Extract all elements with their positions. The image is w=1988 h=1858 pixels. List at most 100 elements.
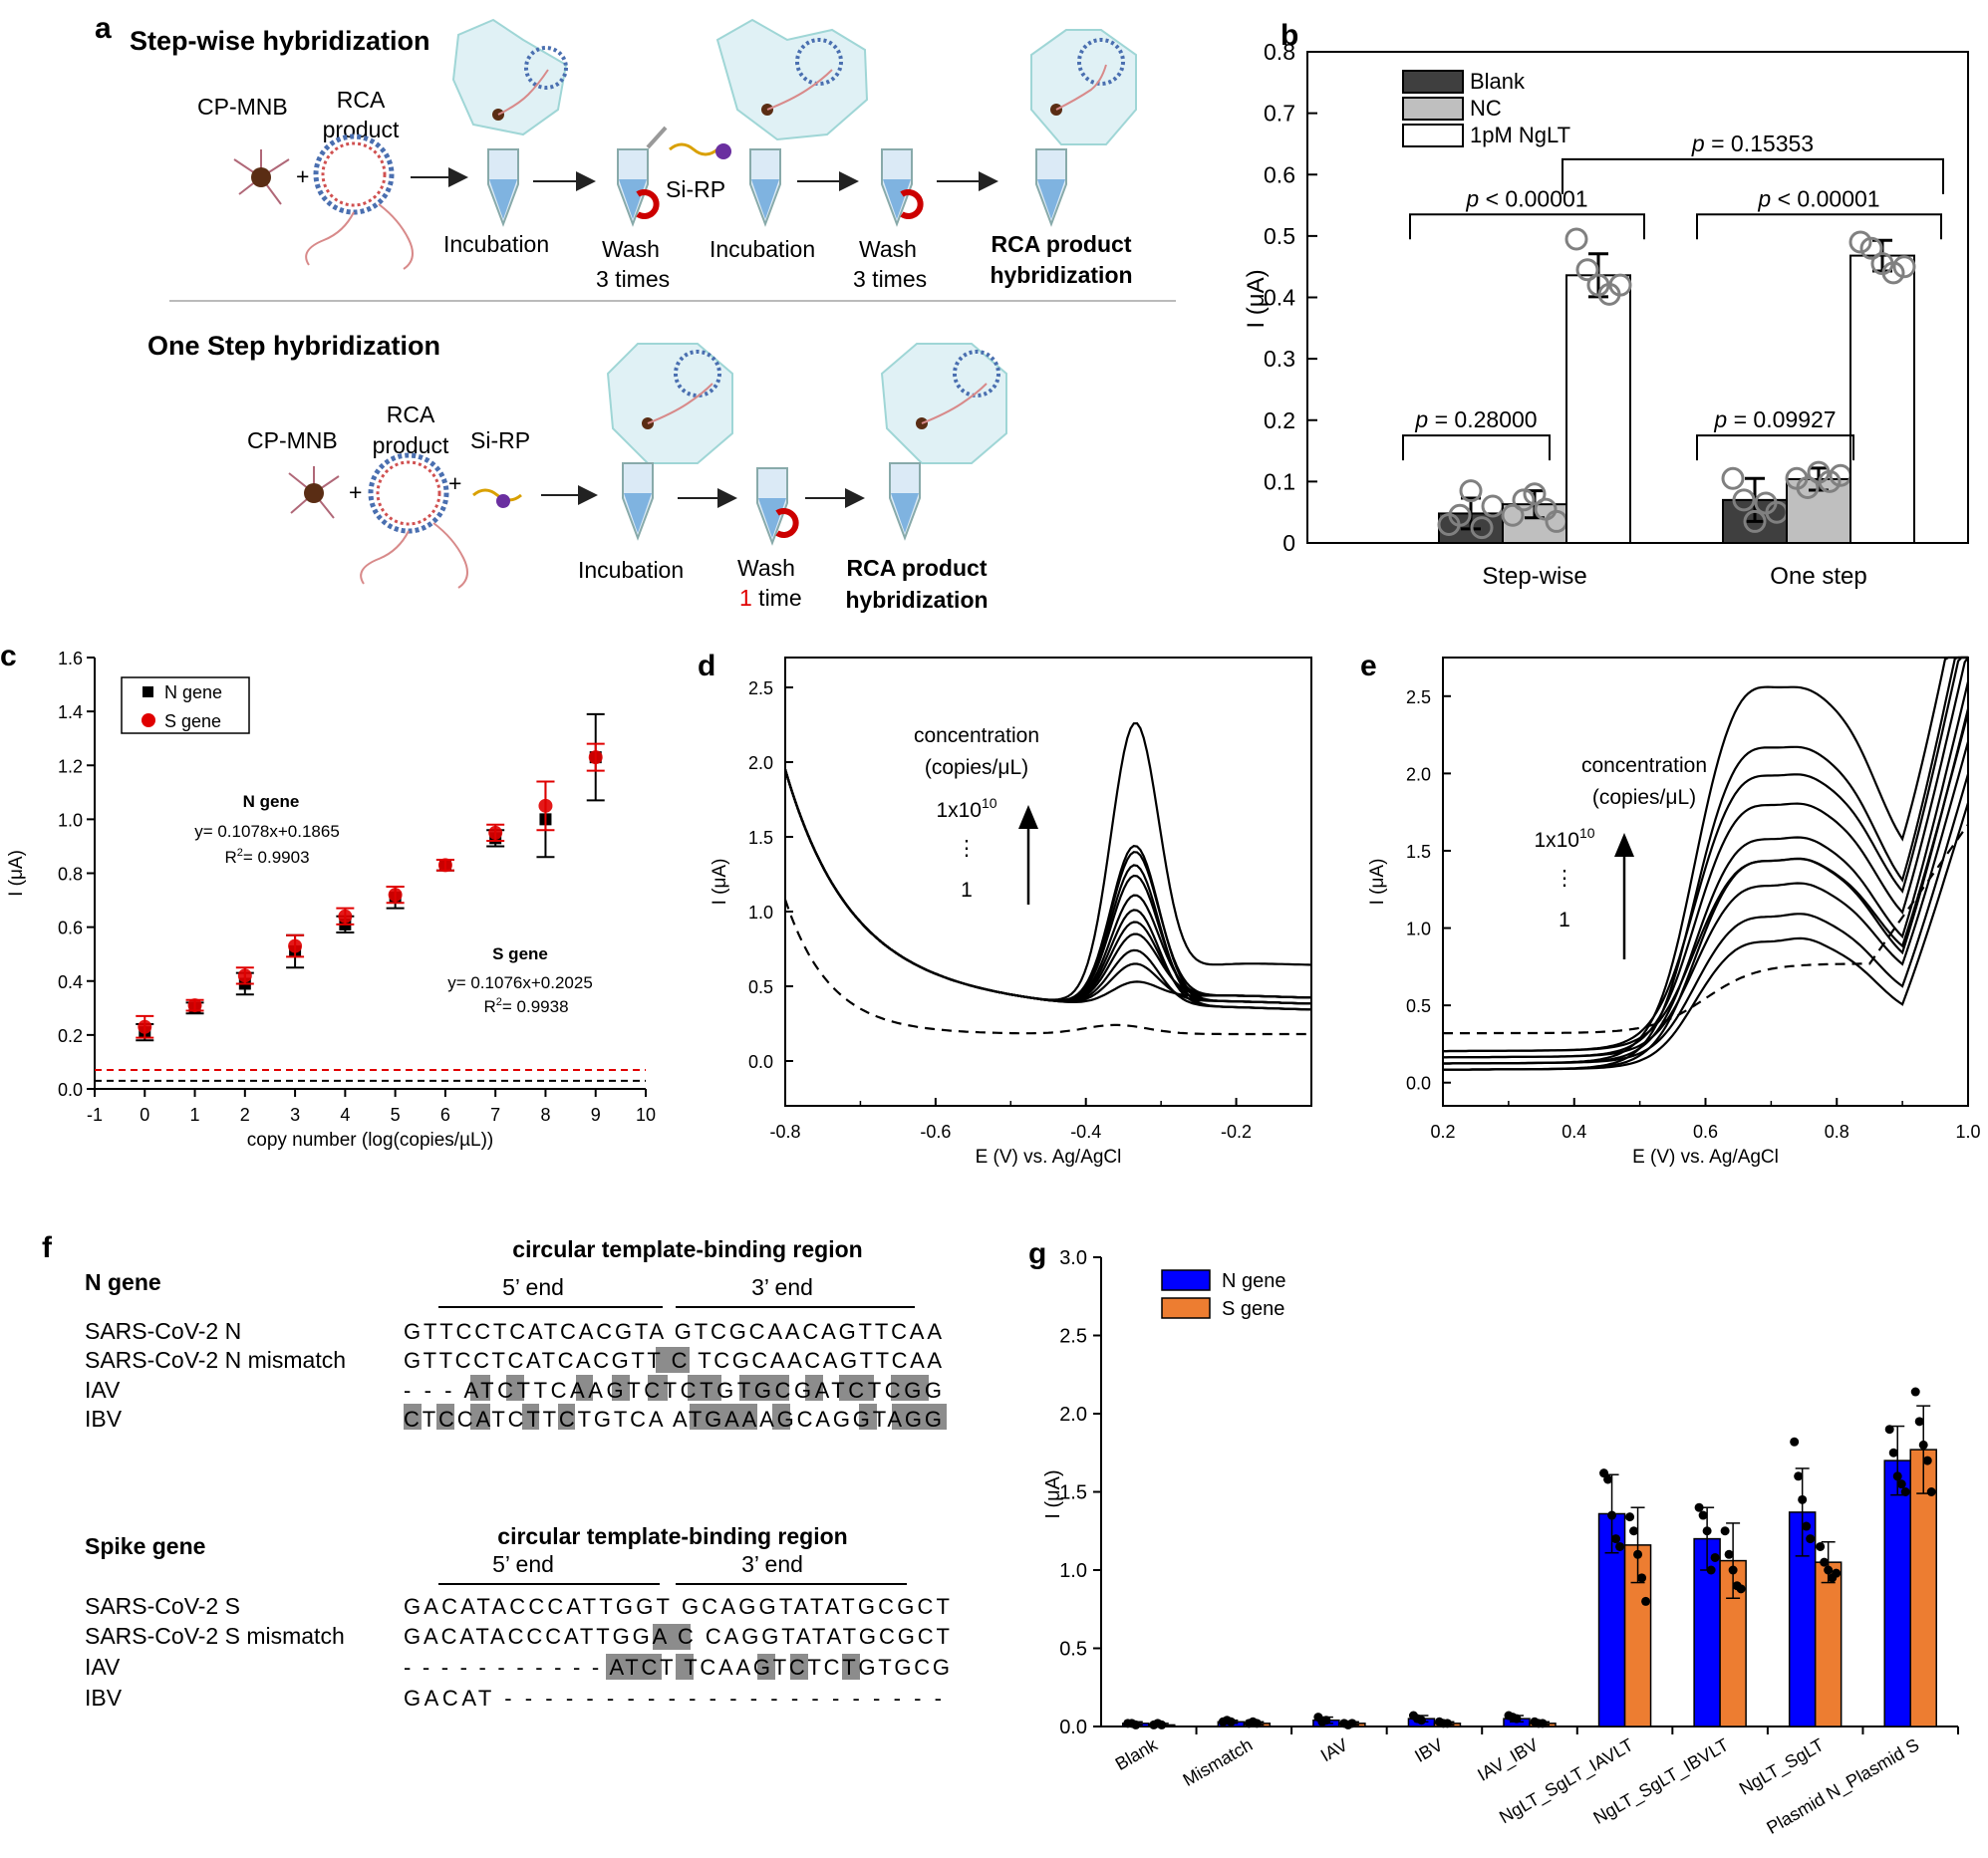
legend-swatch — [1161, 1269, 1211, 1291]
legend-label: S gene — [164, 711, 221, 731]
x-tick-label: IAV_IBV — [1474, 1734, 1542, 1786]
y-tick-label: 1.0 — [748, 903, 773, 923]
annot-dots: ⋮ — [1555, 867, 1575, 890]
data-point-s — [187, 998, 202, 1013]
y-tick-label: 1.0 — [1406, 920, 1431, 939]
annot-n-title: N gene — [243, 792, 300, 811]
data-point — [1806, 1534, 1816, 1544]
y-tick-label: 0.8 — [1264, 39, 1295, 65]
data-point — [1922, 1456, 1932, 1465]
wash3-label-1: 3 times — [596, 266, 670, 292]
cp-mnb-label-2: CP-MNB — [247, 427, 338, 453]
voltammogram-curve — [783, 769, 1311, 1002]
significance-bracket — [1696, 434, 1854, 461]
annot-s-eq: y= 0.1076x+0.2025 — [447, 973, 593, 992]
data-point — [1732, 488, 1756, 512]
legend-swatch — [1161, 1297, 1211, 1319]
plus-3: + — [448, 470, 461, 496]
plus-1: + — [296, 163, 309, 189]
legend-label: Blank — [1470, 69, 1526, 94]
concentration-arrow-head — [1614, 833, 1634, 857]
data-point — [1226, 1717, 1236, 1726]
x-axis-label: copy number (log(copies/µL)) — [247, 1130, 494, 1151]
data-point — [1720, 1526, 1730, 1536]
legend-swatch — [1402, 124, 1464, 147]
rca-label-1b: product — [323, 117, 400, 142]
data-point — [1564, 227, 1588, 251]
data-point — [1575, 258, 1599, 282]
superscript: 10 — [982, 795, 997, 811]
data-point — [1721, 466, 1745, 490]
data-point — [1914, 1417, 1924, 1427]
incubation-label-3: Incubation — [578, 557, 684, 583]
x-tick-label: 0 — [140, 1105, 149, 1125]
data-point — [1625, 1512, 1635, 1522]
legend-marker-s — [142, 713, 155, 727]
blank-curve-dashed — [783, 899, 1311, 1036]
x-tick-label: -1 — [87, 1105, 103, 1125]
data-point — [1832, 1568, 1842, 1578]
data-point — [1794, 1471, 1804, 1481]
incubation-label-1: Incubation — [443, 231, 549, 257]
spike-title: Spike gene — [85, 1533, 205, 1559]
data-point — [1512, 1714, 1522, 1724]
x-tick-label: Plasmid N_Plasmid S — [1763, 1734, 1922, 1839]
x-tick-label: 3 — [290, 1105, 300, 1125]
p-value-label: p = 0.09927 — [1713, 406, 1836, 432]
bar — [1883, 1460, 1911, 1727]
r2-value: = 0.9938 — [502, 997, 569, 1016]
data-point — [1629, 1526, 1639, 1536]
legend-label: S gene — [1222, 1298, 1284, 1320]
magnet-tube-icon — [756, 467, 799, 546]
voltammogram-curve — [1443, 656, 1968, 1065]
s-row-label: SARS-CoV-2 S — [85, 1593, 240, 1619]
data-point — [1523, 482, 1547, 506]
y-tick-label: 1.5 — [1059, 1482, 1087, 1504]
tube-icon — [451, 18, 568, 227]
wash3-label-2: 3 times — [853, 266, 927, 292]
tube-icon — [606, 343, 733, 541]
x-tick-label: 10 — [636, 1105, 656, 1125]
wash1-label: 1 time — [739, 585, 802, 611]
data-point — [1910, 1387, 1920, 1397]
y-tick-label: 0.5 — [1406, 996, 1431, 1016]
three-end-n: 3’ end — [751, 1274, 813, 1300]
y-tick-label: 0 — [1282, 530, 1295, 556]
data-point — [1818, 469, 1842, 493]
panel-label-d: d — [698, 650, 715, 682]
x-tick-label: 9 — [591, 1105, 601, 1125]
x-tick-label: -0.8 — [769, 1122, 800, 1142]
voltammogram-curve — [1443, 741, 1970, 1059]
n-row-seq: CTCCATCTTCTGTCA ATGAAAGCAGGTAGG — [404, 1407, 942, 1432]
p-value-label: p = 0.28000 — [1414, 406, 1537, 432]
x-tick-label: -0.2 — [1221, 1122, 1252, 1142]
annot-s-title: S gene — [492, 944, 548, 963]
data-point — [1790, 1437, 1800, 1447]
annot-title: concentration — [914, 724, 1039, 747]
incubation-label-2: Incubation — [710, 236, 815, 262]
y-axis-label: I (μA) — [1243, 269, 1270, 328]
n-row-label: IAV — [85, 1377, 121, 1403]
annot-n-r2: R2= 0.9903 — [224, 847, 309, 867]
y-tick-label: 0.0 — [748, 1052, 773, 1072]
significance-bracket — [1409, 213, 1645, 240]
data-point — [1824, 1565, 1834, 1575]
data-point-s — [388, 888, 403, 903]
n-row-label: IBV — [85, 1406, 123, 1432]
y-tick-label: 0.4 — [1264, 285, 1295, 311]
data-point — [1698, 1510, 1708, 1520]
voltammogram-curve — [783, 769, 1312, 1011]
r2-value: = 0.9903 — [243, 848, 310, 867]
mismatch-highlights-n — [404, 1347, 947, 1430]
y-tick-label: 2.5 — [748, 678, 773, 698]
data-point — [1512, 488, 1536, 512]
wash-label-3: Wash — [737, 555, 795, 581]
voltammogram-curve — [783, 769, 1311, 1003]
data-point — [1321, 1716, 1331, 1725]
legend-label: NC — [1470, 96, 1502, 121]
rca-label-2b: product — [373, 432, 449, 458]
x-tick-label: 0.6 — [1693, 1122, 1718, 1142]
blank-curve-dashed — [1443, 823, 1969, 1035]
x-tick-label: 0.4 — [1562, 1122, 1586, 1142]
data-point — [1538, 1719, 1548, 1728]
